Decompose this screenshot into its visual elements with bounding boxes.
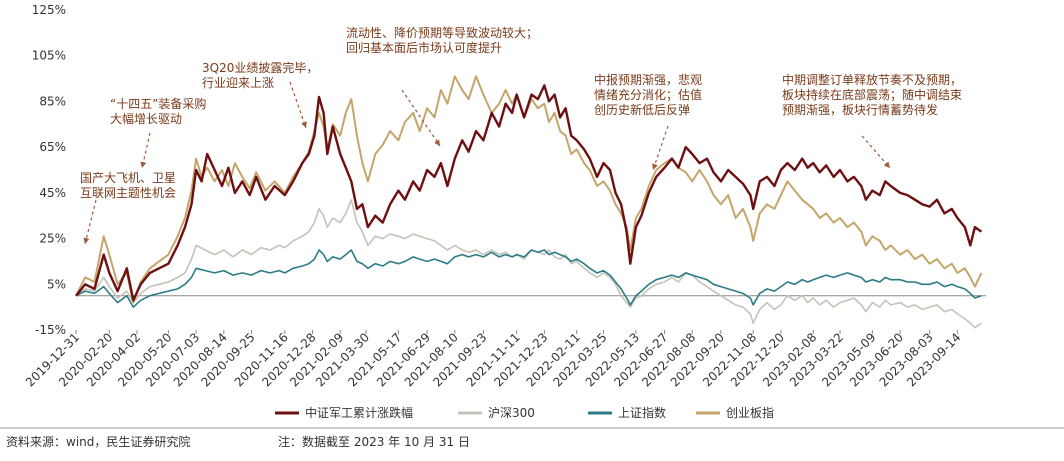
data-date-note: 注：数据截至 2023 年 10 月 31 日 — [278, 434, 470, 449]
annotation-line: 3Q20业绩披露完毕， — [202, 60, 318, 75]
annotation-layer: 国产大飞机、卫星互联网主题性机会 “十四五”装备采购大幅增长驱动 3Q20业绩披露完… — [80, 25, 962, 245]
annotation-arrow — [401, 89, 441, 147]
annotation: 3Q20业绩披露完毕，行业迎来上涨 — [202, 60, 318, 90]
annotation-arrow — [861, 135, 891, 169]
legend-label: 中证军工累计涨跌幅 — [305, 405, 413, 420]
y-tick-label: 85% — [39, 94, 66, 108]
annotation-line: 互联网主题性机会 — [80, 186, 176, 200]
y-tick-label: 125% — [32, 3, 66, 17]
annotation-line: 预期渐强，板块行情蓄势待发 — [782, 102, 938, 117]
annotation: 中报预期渐强，悲观情绪充分消化；估值创历史新低后反弹 — [594, 72, 702, 117]
legend-label: 创业板指 — [726, 405, 774, 420]
annotation-line: 中期调整订单释放节奏不及预期， — [782, 72, 962, 87]
annotation-line: 创历史新低后反弹 — [594, 102, 690, 117]
annotation-line: 国产大飞机、卫星 — [80, 171, 176, 185]
annotation-line: 大幅增长驱动 — [110, 111, 182, 126]
y-tick-label: -15% — [35, 323, 66, 337]
annotation: 流动性、降价预期等导致波动较大；回归基本面后市场认可度提升 — [346, 25, 538, 55]
series-line-0 — [75, 84, 983, 302]
y-tick-label: 5% — [47, 277, 66, 291]
y-tick-label: 105% — [32, 49, 66, 63]
series-line-3 — [75, 75, 983, 304]
annotation-line: 情绪充分消化；估值 — [594, 87, 702, 102]
y-tick-label: 65% — [39, 140, 66, 154]
annotation-line: 中报预期渐强，悲观 — [594, 72, 702, 87]
annotation-line: 流动性、降价预期等导致波动较大； — [346, 25, 538, 40]
annotation-arrow — [83, 199, 97, 245]
source-note: 资料来源：wind，民生证券研究院 — [6, 434, 190, 449]
annotation-arrow — [289, 81, 307, 129]
annotation-arrow — [652, 125, 669, 171]
annotation: “十四五”装备采购大幅增长驱动 — [110, 96, 206, 126]
annotation: 国产大飞机、卫星互联网主题性机会 — [80, 171, 176, 200]
y-tick-label: 25% — [39, 232, 66, 246]
y-tick-label: 45% — [39, 186, 66, 200]
series-line-1 — [75, 198, 982, 329]
annotation-line: 板块持续在底部震荡；随中调结束 — [782, 87, 962, 102]
annotation: 中期调整订单释放节奏不及预期，板块持续在底部震荡；随中调结束预期渐强，板块行情蓄… — [782, 72, 962, 117]
annotation-line: “十四五”装备采购 — [110, 96, 206, 111]
legend: 中证军工累计涨跌幅 沪深300 上证指数 创业板指 — [275, 405, 774, 420]
series-layer — [75, 75, 983, 329]
annotation-line: 行业迎来上涨 — [202, 75, 274, 90]
annotation-arrow — [140, 132, 151, 169]
x-axis: 2019-12-312020-02-202020-04-022020-05-20… — [23, 330, 963, 389]
series-line-2 — [75, 249, 982, 308]
legend-label: 沪深300 — [488, 406, 535, 420]
y-axis: 125% 105% 85% 65% 45% 25% 5% -15% — [32, 3, 986, 337]
annotation-line: 回归基本面后市场认可度提升 — [346, 40, 502, 55]
legend-label: 上证指数 — [618, 405, 666, 420]
